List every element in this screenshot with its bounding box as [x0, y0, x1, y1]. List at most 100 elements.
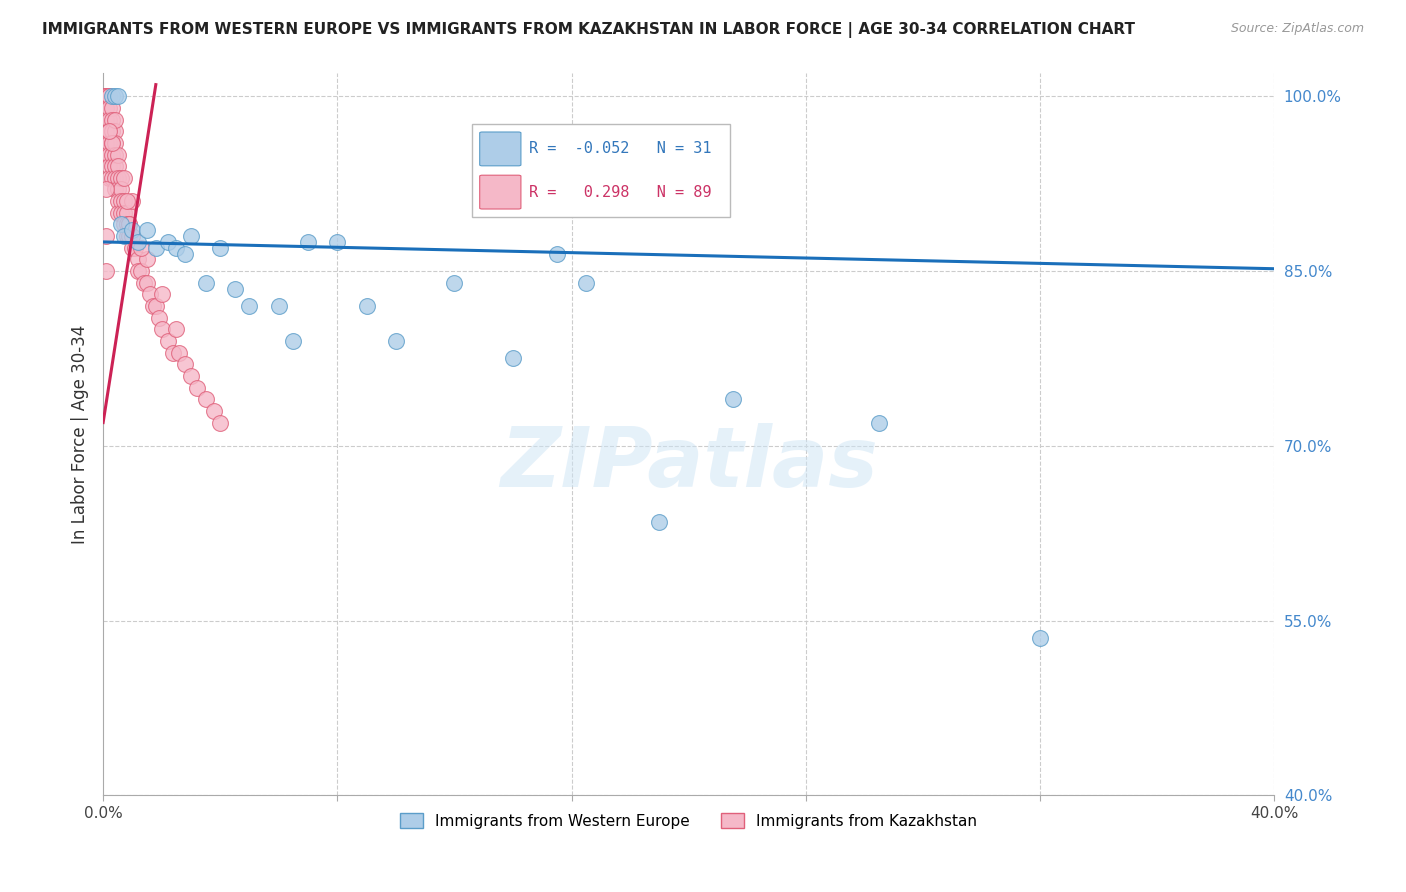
Point [118, 218, 141, 232]
Point [124, 241, 146, 255]
Point [98, 124, 121, 138]
Point [868, 416, 890, 430]
Point [94, 89, 117, 103]
Point [162, 345, 184, 359]
Point [98, 124, 121, 138]
Y-axis label: In Labor Force | Age 30-34: In Labor Force | Age 30-34 [72, 325, 89, 544]
Point [101, 101, 124, 115]
Point [202, 404, 225, 418]
Point [194, 276, 217, 290]
Point [127, 235, 149, 249]
Point [1029, 631, 1052, 645]
Point [98, 112, 121, 127]
Point [145, 241, 167, 255]
Point [575, 276, 598, 290]
Point [194, 392, 217, 407]
Point [180, 229, 202, 244]
Point [112, 170, 135, 185]
Point [174, 357, 197, 371]
Point [165, 241, 187, 255]
Point [648, 515, 671, 529]
Point [94, 89, 117, 103]
Point [165, 322, 187, 336]
Point [104, 89, 127, 103]
Point [107, 170, 129, 185]
Point [267, 299, 290, 313]
Point [127, 252, 149, 267]
Point [104, 136, 127, 150]
Point [136, 252, 159, 267]
Point [98, 159, 121, 173]
Point [94, 89, 117, 103]
Point [121, 241, 143, 255]
Point [136, 223, 159, 237]
Point [129, 241, 152, 255]
Point [94, 112, 117, 127]
Point [94, 89, 117, 103]
Point [136, 276, 159, 290]
Point [104, 170, 127, 185]
Point [101, 159, 124, 173]
Point [129, 264, 152, 278]
Point [94, 89, 117, 103]
Point [101, 147, 124, 161]
Point [139, 287, 162, 301]
Point [142, 299, 165, 313]
Point [107, 159, 129, 173]
Point [115, 229, 138, 244]
Point [115, 218, 138, 232]
Point [121, 223, 143, 237]
Point [94, 147, 117, 161]
Point [98, 147, 121, 161]
Point [112, 206, 135, 220]
Text: Source: ZipAtlas.com: Source: ZipAtlas.com [1230, 22, 1364, 36]
Point [98, 136, 121, 150]
Point [104, 182, 127, 196]
Point [104, 112, 127, 127]
Point [127, 264, 149, 278]
Point [546, 246, 568, 260]
Point [101, 124, 124, 138]
Point [94, 136, 117, 150]
Point [107, 194, 129, 209]
Text: ZIPatlas: ZIPatlas [499, 423, 877, 504]
Point [107, 182, 129, 196]
Point [110, 170, 132, 185]
Legend: Immigrants from Western Europe, Immigrants from Kazakhstan: Immigrants from Western Europe, Immigran… [394, 806, 983, 835]
Point [104, 124, 127, 138]
Point [94, 89, 117, 103]
Point [107, 206, 129, 220]
Point [356, 299, 378, 313]
Point [110, 194, 132, 209]
Point [297, 235, 319, 249]
Point [101, 136, 124, 150]
Point [186, 381, 208, 395]
Point [94, 101, 117, 115]
Point [98, 89, 121, 103]
Point [721, 392, 744, 407]
Point [121, 194, 143, 209]
Point [283, 334, 305, 348]
Point [209, 241, 232, 255]
Point [94, 264, 117, 278]
Point [112, 194, 135, 209]
Point [98, 170, 121, 185]
Point [98, 89, 121, 103]
Point [224, 281, 246, 295]
Point [326, 235, 349, 249]
Point [94, 124, 117, 138]
Point [107, 89, 129, 103]
Point [110, 218, 132, 232]
Point [174, 246, 197, 260]
Point [502, 351, 524, 366]
Point [132, 276, 155, 290]
Point [156, 334, 179, 348]
Point [121, 229, 143, 244]
Point [104, 159, 127, 173]
Point [94, 89, 117, 103]
Point [110, 206, 132, 220]
Point [115, 206, 138, 220]
Point [101, 112, 124, 127]
Point [110, 182, 132, 196]
Point [167, 345, 190, 359]
